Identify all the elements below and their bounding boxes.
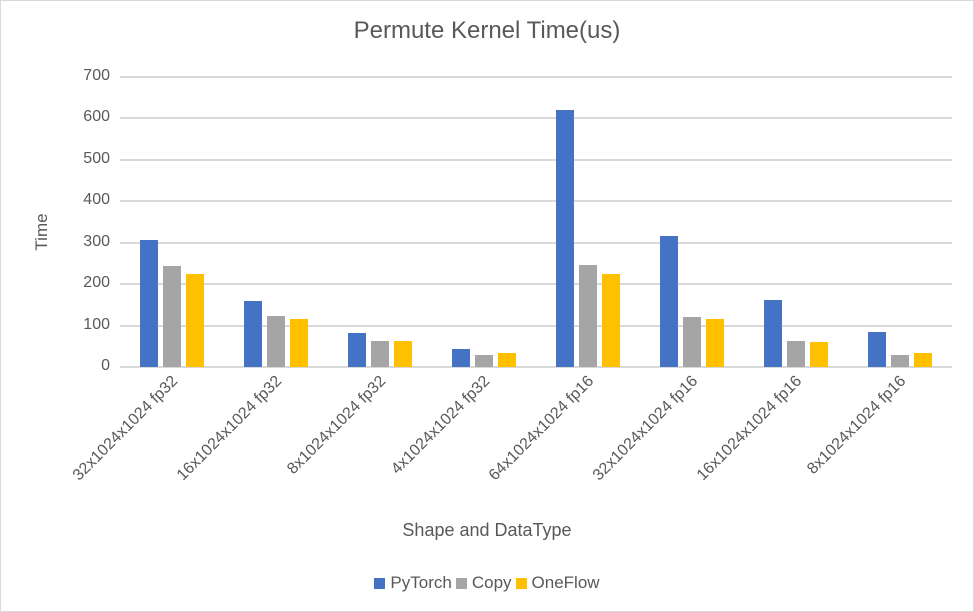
bar-copy xyxy=(579,265,597,367)
gridline xyxy=(120,366,952,368)
bar-pytorch xyxy=(244,301,262,367)
bar-copy xyxy=(787,341,805,367)
bar-oneflow xyxy=(706,319,724,367)
y-tick-label: 100 xyxy=(83,315,110,333)
y-tick-label: 0 xyxy=(101,357,110,374)
bar-oneflow xyxy=(810,342,828,367)
bar-pytorch xyxy=(764,300,782,367)
bar-pytorch xyxy=(348,333,366,367)
bar-oneflow xyxy=(186,274,204,367)
y-tick-label: 600 xyxy=(83,108,110,126)
gridline xyxy=(120,241,952,244)
chart-title: Permute Kernel Time(us) xyxy=(353,17,621,44)
legend-label: OneFlow xyxy=(531,573,600,592)
gridline xyxy=(120,200,952,203)
legend: PyTorch Copy OneFlow xyxy=(0,573,974,594)
y-tick-label: 400 xyxy=(83,191,110,209)
bar-oneflow xyxy=(394,341,412,367)
bar-pytorch xyxy=(452,349,470,367)
legend-label: PyTorch xyxy=(390,573,452,592)
bar-oneflow xyxy=(602,274,620,367)
y-tick-label: 700 xyxy=(83,67,110,84)
legend-item-oneflow: OneFlow xyxy=(515,573,600,593)
gridline xyxy=(120,117,952,120)
y-tick-label: 300 xyxy=(83,232,110,250)
bar-oneflow xyxy=(914,352,932,367)
bar-pytorch xyxy=(140,240,158,367)
x-axis-label: Shape and DataType xyxy=(402,520,572,540)
legend-label: Copy xyxy=(471,573,512,592)
y-tick-label: 200 xyxy=(83,274,110,292)
legend-swatch-icon xyxy=(515,577,527,589)
bar-copy xyxy=(683,317,701,367)
legend-item-pytorch: PyTorch xyxy=(374,573,452,593)
bar-oneflow xyxy=(498,352,516,367)
gridline xyxy=(120,158,952,161)
legend-swatch-icon xyxy=(374,577,386,589)
bar-pytorch xyxy=(660,236,678,367)
bar-copy xyxy=(267,316,285,367)
bar-copy xyxy=(891,354,909,367)
y-axis-label: Time xyxy=(32,213,51,251)
gridline xyxy=(120,283,952,286)
gridline xyxy=(120,76,952,78)
bar-copy xyxy=(163,266,181,367)
gridline xyxy=(120,324,952,327)
bar-pytorch xyxy=(556,110,574,367)
bar-copy xyxy=(371,341,389,367)
bar-oneflow xyxy=(290,319,308,367)
legend-item-copy: Copy xyxy=(455,573,512,593)
legend-swatch-icon xyxy=(455,577,467,589)
bar-copy xyxy=(475,354,493,367)
y-tick-label: 500 xyxy=(83,149,110,167)
bar-pytorch xyxy=(868,332,886,367)
